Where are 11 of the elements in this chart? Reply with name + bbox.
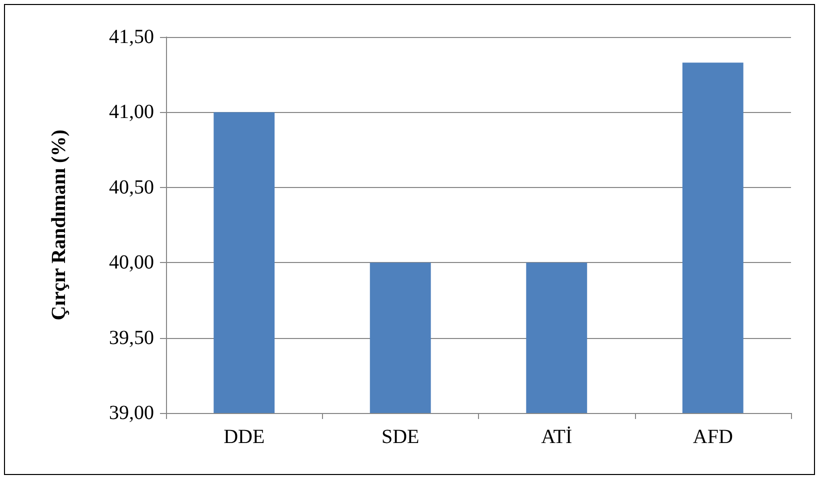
y-axis-title: Çırçır Randımanı (%) [48,130,70,320]
y-tick-label: 40,00 [109,252,154,274]
x-tick-label: ATİ [541,426,572,448]
y-tick-label: 41,50 [109,26,154,48]
y-tick-label: 39,50 [109,326,154,349]
y-tick-label: 41,00 [109,101,154,124]
x-tick-label: SDE [381,426,420,448]
y-tick-label: 39,00 [109,402,154,424]
x-tick-label: AFD [692,426,733,448]
x-tick-label: DDE [224,426,265,448]
y-tick-label: 40,50 [109,176,154,198]
